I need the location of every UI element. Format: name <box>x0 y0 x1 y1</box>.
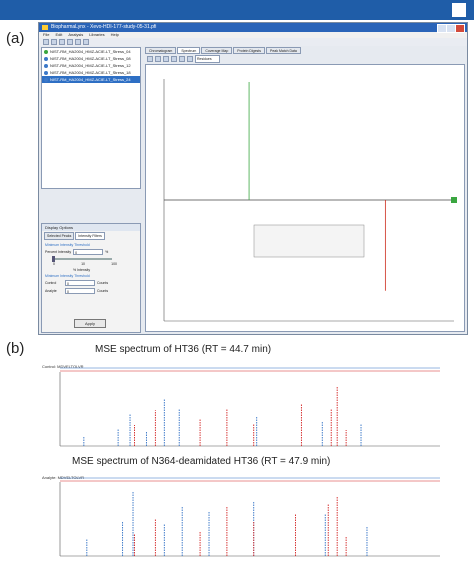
header-box <box>452 3 466 17</box>
app-icon <box>42 25 48 30</box>
panel-label-a: (a) <box>6 30 25 47</box>
tab-coverage-map[interactable]: Coverage Map <box>201 47 233 54</box>
control-label: Control <box>45 281 57 285</box>
sample-icon <box>44 56 48 61</box>
reset-icon[interactable] <box>155 55 161 62</box>
peak-tooltip <box>253 224 365 258</box>
analyte-input[interactable]: 0 <box>65 288 95 294</box>
slider-scale: 0 10 100 <box>50 262 117 266</box>
sample-row[interactable]: NIST-RM_HA2004_HMZ-ACIE-LT_Stress_18 <box>42 69 140 76</box>
application-window: BiopharmaLynx - Xevo-HDI-177-study-05-31… <box>38 22 468 335</box>
open-icon[interactable] <box>51 39 57 45</box>
spectrum-title-1: MSE spectrum of HT36 (RT = 44.7 min) <box>95 344 272 355</box>
tab-peak-match-data[interactable]: Peak Match Data <box>266 47 301 54</box>
export-icon[interactable] <box>171 55 177 62</box>
save-icon[interactable] <box>59 39 65 45</box>
sample-label: NIST-RM_HA2004_HMZ-ACIE-LT_Stress_12 <box>50 63 131 68</box>
spectrum-toolbar: Residues <box>145 54 465 63</box>
display-options-title: Display Options <box>42 224 140 231</box>
display-options-tabs: Selected Peaks Intensity Filters <box>42 231 140 241</box>
view-tabs: Chromatogram Spectrum Coverage Map Prote… <box>145 47 465 54</box>
analyte-label: Analyte <box>45 289 57 293</box>
sample-label: NIST-RM_HA2004_HMZ-ACIE-LT_Stress_04 <box>50 49 131 54</box>
sample-icon <box>44 49 48 54</box>
window-title: BiopharmaLynx - Xevo-HDI-177-study-05-31… <box>51 24 157 30</box>
menu-bar: File Edit Analysis Libraries Help <box>39 32 467 38</box>
sample-icon <box>44 77 48 82</box>
percent-label: Percent Intensity <box>45 250 72 254</box>
slider-mid: 10 <box>81 262 85 266</box>
close-icon[interactable] <box>455 24 465 33</box>
sample-icon <box>44 63 48 68</box>
noise-label: Minimum Intensity Threshold <box>45 274 90 278</box>
play-icon[interactable] <box>83 39 89 45</box>
slider-max: 100 <box>111 262 117 266</box>
menu-help[interactable]: Help <box>110 32 119 37</box>
min-intensity-label: Minimum Intensity Threshold <box>45 243 90 247</box>
sample-row[interactable]: NIST-RM_HA2004_HMZ-ACIE-LT_Stress_08 <box>42 55 140 62</box>
tab-intensity-filters[interactable]: Intensity Filters <box>75 232 105 240</box>
menu-libraries[interactable]: Libraries <box>89 32 105 37</box>
scroll-handle <box>451 197 457 203</box>
filter-icon[interactable] <box>187 55 193 62</box>
title-bar: BiopharmaLynx - Xevo-HDI-177-study-05-31… <box>39 23 467 33</box>
labels-icon[interactable] <box>179 55 185 62</box>
sample-row[interactable]: NIST-RM_HA2004_HMZ-ACIE-LT_Stress_04 <box>42 48 140 55</box>
sample-label: NIST-RM_HA2004_HMZ-ACIE-LT_Stress_08 <box>50 56 131 61</box>
control-input[interactable]: 0 <box>65 280 95 286</box>
slider-handle[interactable] <box>52 256 55 262</box>
slider-caption: % Intensity <box>73 268 91 272</box>
zoom-icon[interactable] <box>147 55 153 62</box>
header-band <box>0 0 474 20</box>
percent-input[interactable]: 0 <box>73 249 104 255</box>
spectrum-plot-area[interactable] <box>145 64 465 332</box>
tab-chromatogram[interactable]: Chromatogram <box>145 47 177 54</box>
panel-label-b: (b) <box>6 340 25 357</box>
analyte-unit: Counts <box>97 289 109 293</box>
tab-protein-digests[interactable]: Protein Digests <box>233 47 266 54</box>
sequence-label-1: Control: MDVELTOLVR <box>42 364 84 369</box>
percent-slider[interactable] <box>52 256 112 262</box>
display-options-panel: Display Options Selected Peaks Intensity… <box>41 223 141 333</box>
sample-row-selected[interactable]: NIST-RM_HA2004_HMZ-ACIE-LT_Stress_24 <box>42 76 140 83</box>
print-icon[interactable] <box>67 39 73 45</box>
spectra-figure: MSE spectrum of HT36 (RT = 44.7 min) MSE… <box>0 338 474 569</box>
main-toolbar <box>39 38 467 46</box>
percent-unit: % <box>105 250 109 254</box>
sample-label: NIST-RM_HA2004_HMZ-ACIE-LT_Stress_18 <box>50 70 131 75</box>
sample-icon <box>44 70 48 75</box>
spectrum-title-2: MSE spectrum of N364-deamidated HT36 (RT… <box>72 456 331 467</box>
mirror-spectrum-plot <box>163 79 457 322</box>
sequence-label-2: Analyte: MDVELTOLVR <box>42 475 85 480</box>
analyte-row: Analyte 0 Counts <box>42 288 140 294</box>
sample-row[interactable]: NIST-RM_HA2004_HMZ-ACIE-LT_Stress_12 <box>42 62 140 69</box>
slider-min: 0 <box>53 262 55 266</box>
right-pane: Chromatogram Spectrum Coverage Map Prote… <box>145 47 465 332</box>
tab-selected-peaks[interactable]: Selected Peaks <box>44 232 75 240</box>
new-icon[interactable] <box>43 39 49 45</box>
spectrum-chart-2 <box>59 477 440 557</box>
residue-select[interactable]: Residues <box>195 54 220 63</box>
menu-analysis[interactable]: Analysis <box>68 32 84 37</box>
spectrum-chart-1 <box>59 367 440 447</box>
tab-spectrum[interactable]: Spectrum <box>177 47 201 54</box>
control-row: Control 0 Counts <box>42 280 140 286</box>
process-icon[interactable] <box>75 39 81 45</box>
apply-button[interactable]: Apply <box>74 319 106 328</box>
left-pane: NIST-RM_HA2004_HMZ-ACIE-LT_Stress_04 NIS… <box>41 47 141 333</box>
sample-label: NIST-RM_HA2004_HMZ-ACIE-LT_Stress_24 <box>50 77 131 82</box>
sample-list: NIST-RM_HA2004_HMZ-ACIE-LT_Stress_04 NIS… <box>41 47 141 189</box>
control-unit: Counts <box>97 281 109 285</box>
menu-file[interactable]: File <box>43 32 50 37</box>
copy-icon[interactable] <box>163 55 169 62</box>
menu-edit[interactable]: Edit <box>55 32 63 37</box>
percent-row: Percent Intensity 0 % <box>42 249 140 255</box>
